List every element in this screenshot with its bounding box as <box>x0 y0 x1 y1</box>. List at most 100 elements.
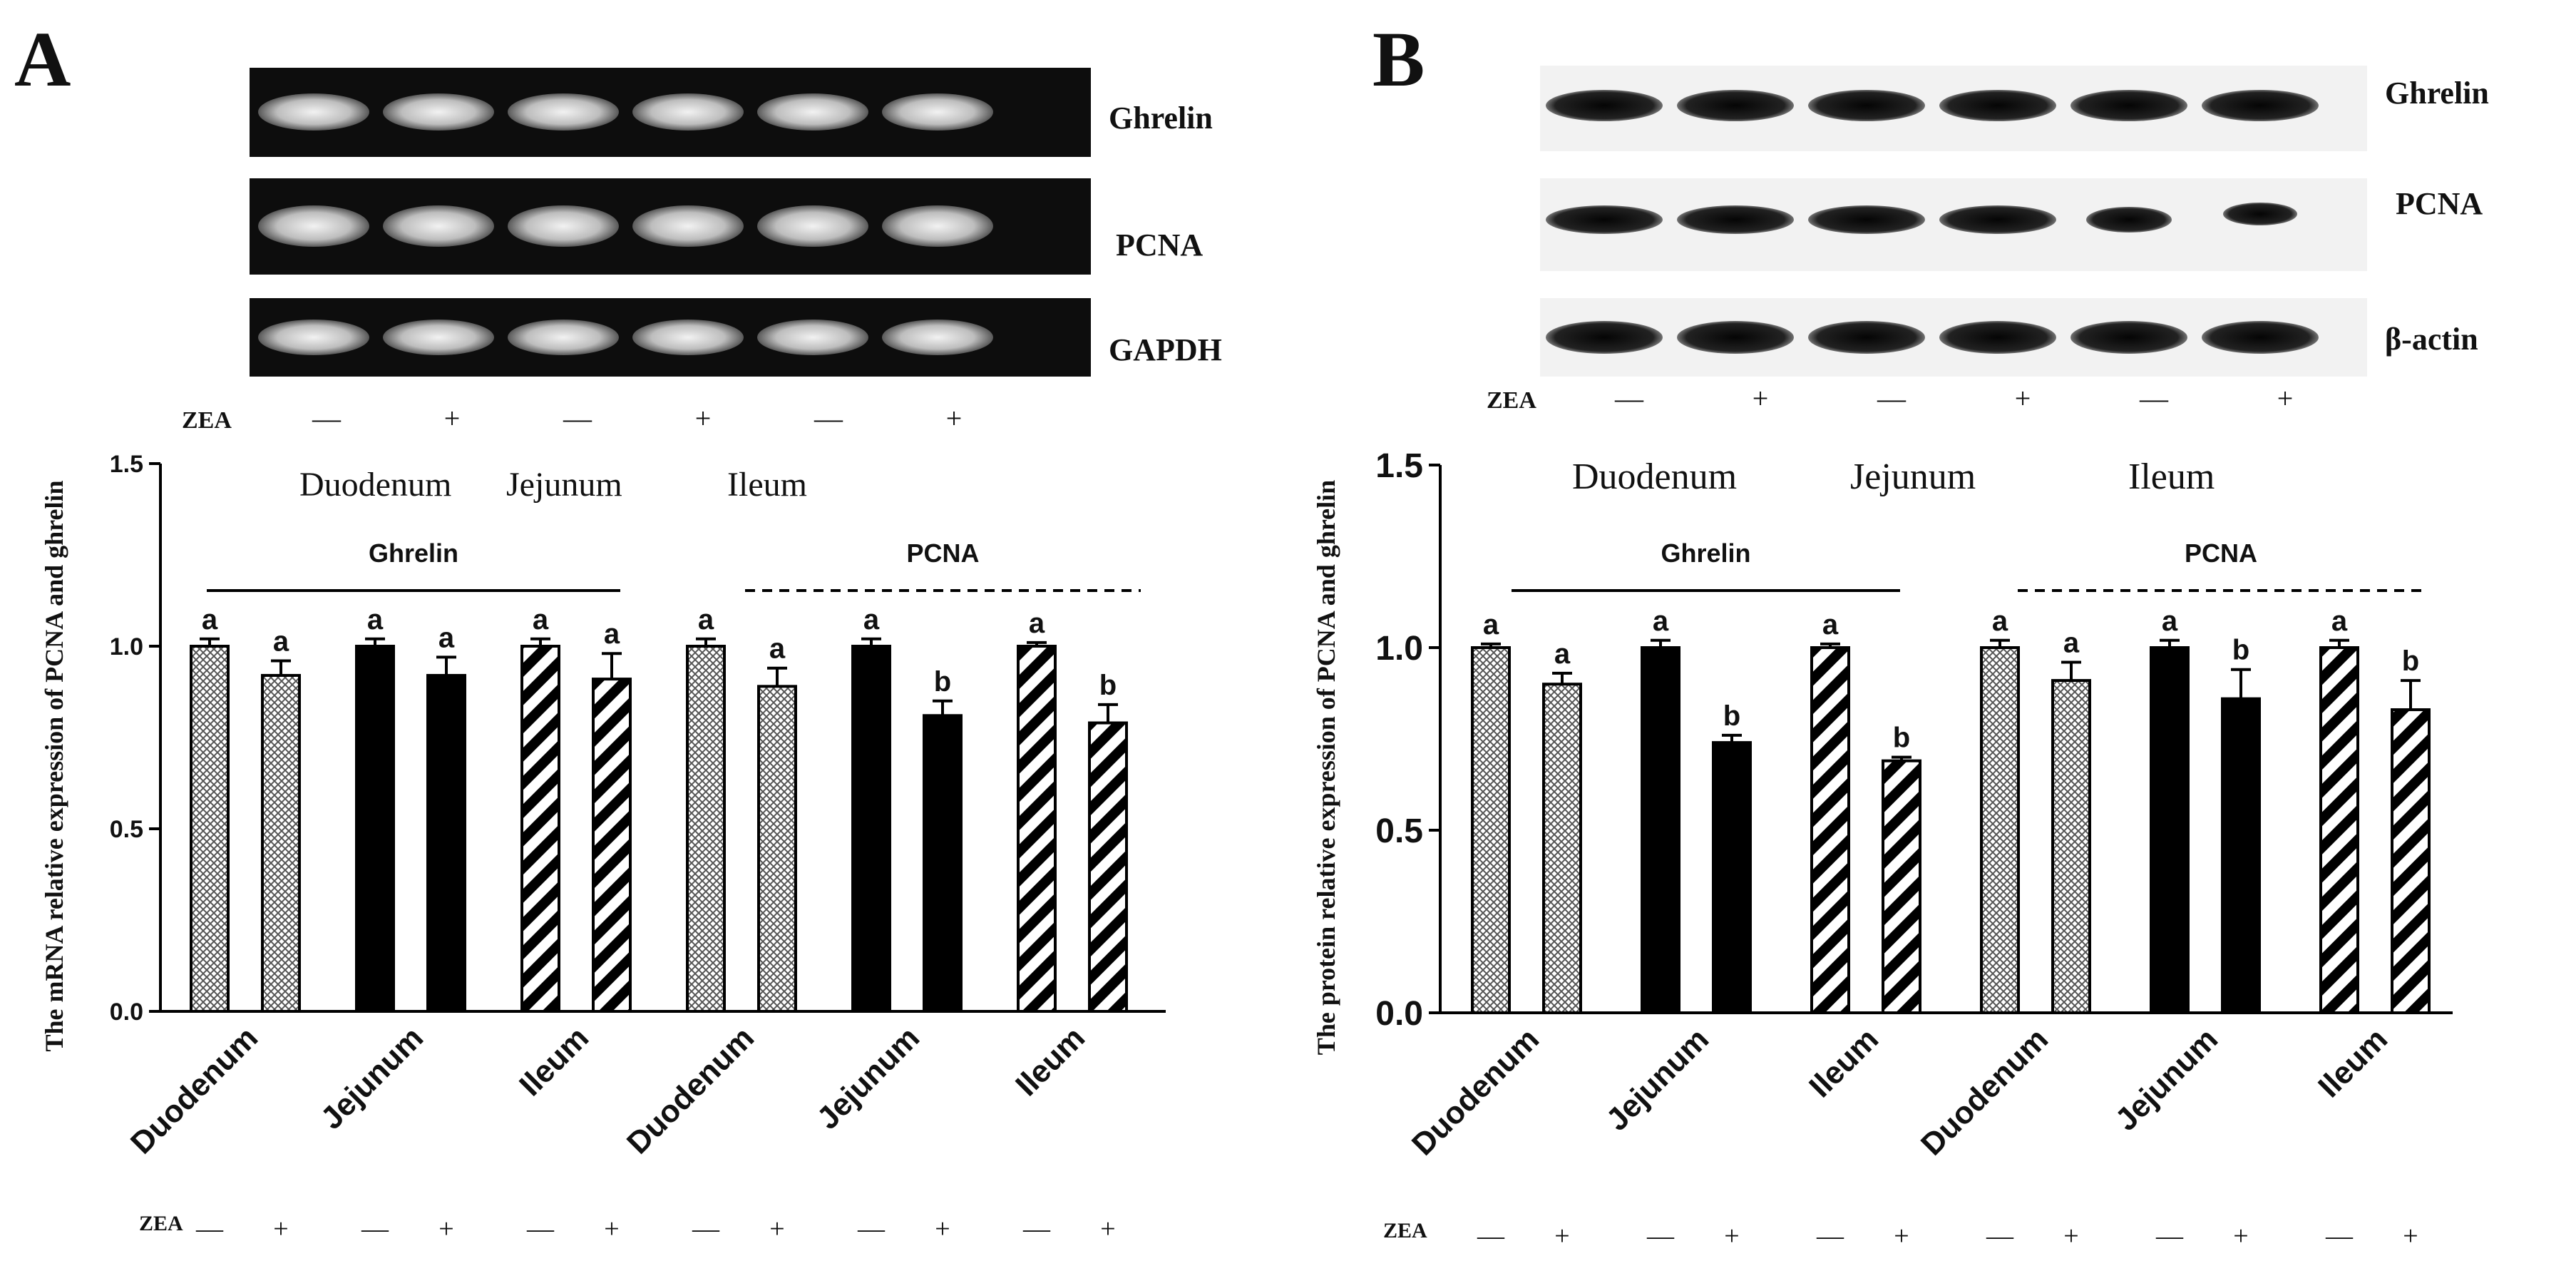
gel-band <box>383 320 494 355</box>
blot-band <box>1808 90 1925 121</box>
zea-sign: + <box>1894 1221 1909 1251</box>
bar <box>1980 646 2020 1014</box>
blot-band <box>1939 205 2056 234</box>
bar <box>520 645 560 1013</box>
blot-band <box>2223 203 2297 225</box>
tissue-header-a: Duodenum Jejunum Ileum <box>299 466 807 504</box>
blot-labels-a: Ghrelin PCNA GAPDH <box>1109 101 1222 367</box>
y-tick-label: 1.5 <box>1375 447 1423 485</box>
gel-band <box>383 93 494 131</box>
blot-band <box>1808 321 1925 354</box>
gel-band <box>508 205 619 247</box>
tissue-header-duodenum: Duodenum <box>1572 456 1737 497</box>
zea-sign: + <box>604 1214 619 1244</box>
y-tick-label: 0.0 <box>110 999 143 1026</box>
panel-letter: A <box>14 16 71 103</box>
significance-letter: a <box>1483 609 1499 640</box>
bar <box>2150 646 2190 1014</box>
bar <box>592 678 632 1014</box>
bar <box>1882 759 1921 1014</box>
x-tick-label: Ileum <box>2311 1021 2394 1104</box>
bar <box>923 714 963 1014</box>
significance-letter: a <box>1653 606 1669 637</box>
significance-letter: a <box>1992 606 2008 637</box>
significance-letter: a <box>438 622 455 653</box>
zea-sign: + <box>2063 1221 2078 1251</box>
x-tick-label: Ileum <box>1009 1020 1092 1103</box>
zea-sign: — <box>312 402 342 434</box>
group-label-ghrelin: Ghrelin <box>1661 538 1750 568</box>
zea-sign: — <box>195 1214 224 1244</box>
y-axis-label: The protein relative expression of PCNA … <box>1312 480 1340 1055</box>
tissue-header-ileum: Ileum <box>2128 456 2215 497</box>
significance-letter: a <box>2162 606 2178 637</box>
zea-sign: + <box>935 1214 950 1244</box>
zea-sign: — <box>361 1214 389 1244</box>
blot-band <box>2086 207 2172 233</box>
gel-bands <box>258 93 993 355</box>
blot-band <box>1546 321 1663 354</box>
gel-band <box>258 205 369 247</box>
blot-label-pcna: PCNA <box>1116 228 1203 262</box>
blot-label-ghrelin: Ghrelin <box>1109 101 1213 136</box>
zea-row-bottom-a: ZEA — + — + — + — + — + — + <box>139 1212 1116 1244</box>
blot-band <box>1677 90 1794 121</box>
significance-letter: a <box>1554 638 1571 670</box>
x-tick-label: Duodenum <box>1914 1021 2055 1162</box>
zea-sign: — <box>563 402 592 434</box>
significance-letter: b <box>2232 635 2249 666</box>
y-axis-label: The mRNA relative expression of PCNA and… <box>40 480 68 1051</box>
zea-sign: — <box>692 1214 720 1244</box>
gel-band <box>508 320 619 355</box>
significance-letter: b <box>934 666 951 698</box>
y-tick-label: 0.5 <box>1375 812 1423 850</box>
zea-label: ZEA <box>139 1212 183 1235</box>
x-tick-label: Jejunum <box>2108 1021 2225 1138</box>
zea-sign: + <box>1753 382 1769 414</box>
significance-letter: a <box>533 604 549 635</box>
blot-band <box>1808 205 1925 234</box>
zea-sign: + <box>273 1214 288 1244</box>
significance-letter: a <box>2331 606 2348 637</box>
bar-chart-a: 0.0 0.5 1.0 1.5 The mRNA relative expression… <box>40 451 1166 1161</box>
blot-band <box>1677 321 1794 354</box>
significance-letter: a <box>604 618 620 650</box>
zea-sign: + <box>2403 1221 2418 1251</box>
bar <box>851 645 891 1013</box>
blot-label-pcna: PCNA <box>2396 186 2483 221</box>
zea-sign: — <box>1646 1221 1675 1251</box>
zea-sign: + <box>2277 382 2294 414</box>
zea-sign: — <box>857 1214 886 1244</box>
zea-sign: — <box>526 1214 555 1244</box>
blot-band <box>1546 205 1663 234</box>
bar <box>1810 646 1850 1014</box>
y-tick-label: 1.0 <box>110 633 143 660</box>
blot-band <box>1546 90 1663 121</box>
x-tick-label: Duodenum <box>124 1020 265 1160</box>
zea-sign: + <box>444 402 461 434</box>
tissue-header-jejunum: Jejunum <box>1850 456 1976 497</box>
gel-band <box>757 320 868 355</box>
x-tick-label: Jejunum <box>1599 1021 1715 1138</box>
significance-letter: b <box>1893 723 1910 754</box>
gel-band <box>632 93 744 131</box>
y-tick-label: 0.0 <box>1375 995 1423 1033</box>
zea-sign: + <box>1100 1214 1115 1244</box>
bar <box>1641 646 1680 1014</box>
gel-band <box>258 93 369 131</box>
blot-band <box>2070 90 2187 121</box>
x-tick-label: Ileum <box>513 1020 595 1103</box>
blot-band <box>2070 321 2187 354</box>
zea-label: ZEA <box>1383 1219 1427 1242</box>
x-tick-label: Jejunum <box>810 1020 926 1136</box>
bar <box>1471 646 1511 1014</box>
zea-sign: + <box>2015 382 2031 414</box>
gel-band <box>757 205 868 247</box>
zea-sign: — <box>2325 1221 2354 1251</box>
significance-letter: b <box>1723 700 1740 732</box>
gel-band <box>632 205 744 247</box>
zea-sign: + <box>695 402 712 434</box>
x-tick-label: Duodenum <box>1405 1021 1546 1162</box>
blot-label-ghrelin: Ghrelin <box>2385 76 2489 111</box>
bar <box>426 673 466 1014</box>
